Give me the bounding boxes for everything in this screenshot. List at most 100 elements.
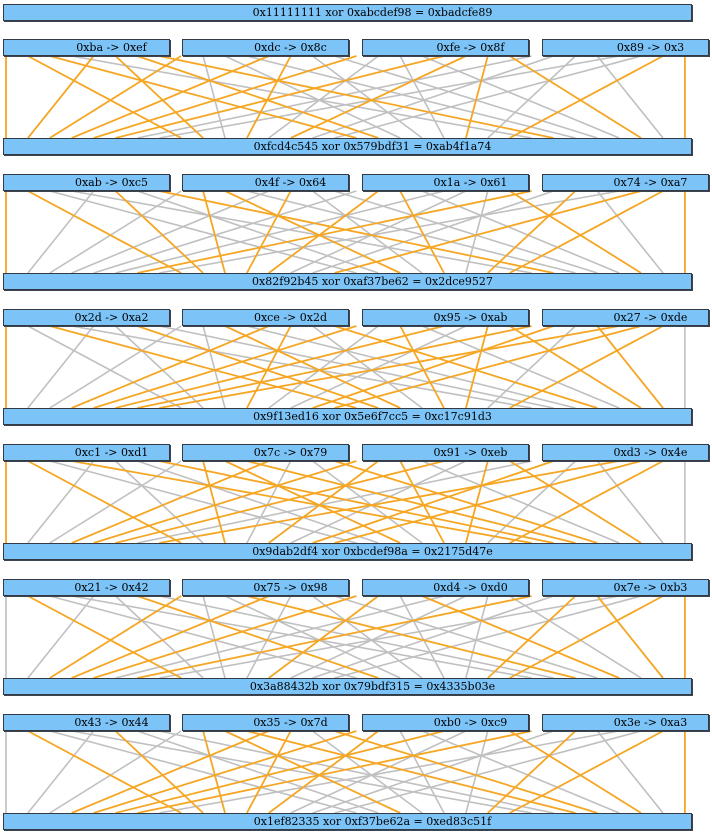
sbox-r1-3: 0xfe -> 0x8f [362, 39, 529, 56]
wire-r2-6 [137, 190, 379, 274]
wire-r6-12 [71, 730, 270, 814]
wire-r1-26 [487, 55, 576, 139]
wire-r1-18 [399, 55, 445, 139]
sbox-r5-2: 0x75 -> 0x98 [182, 579, 349, 596]
wire-r1-29 [334, 55, 642, 139]
wire-r3-13 [246, 325, 292, 409]
wire-r2-14 [312, 190, 423, 274]
sbox-r2-4: 0x74 -> 0xa7 [542, 174, 709, 191]
sbox-r4-3: 0x91 -> 0xeb [362, 444, 529, 461]
sbox-r2-1: 0xab -> 0xc5 [3, 174, 170, 191]
wire-r3-15 [334, 325, 598, 409]
wire-r2-21 [290, 190, 467, 274]
sbox-r6-2: 0x35 -> 0x7d [182, 714, 349, 731]
wire-r6-15 [334, 730, 598, 814]
wire-r5-10 [224, 595, 401, 679]
wire-r5-11 [246, 595, 576, 679]
wire-r5-21 [290, 595, 467, 679]
sbox-r1-2: 0xdc -> 0x8c [182, 39, 349, 56]
wire-r3-10 [224, 325, 401, 409]
wire-r2-30 [509, 190, 664, 274]
wire-r5-26 [487, 595, 577, 679]
sbox-r3-4: 0x27 -> 0xde [542, 309, 709, 326]
wire-r2-8 [49, 190, 182, 274]
wire-r3-5 [114, 325, 204, 409]
wire-r1-2 [49, 55, 357, 139]
wire-r6-21 [290, 730, 467, 814]
wire-r5-2 [49, 595, 357, 679]
sbox-r6-1: 0x43 -> 0x44 [3, 714, 170, 731]
wire-r6-11 [246, 730, 576, 814]
wire-r1-22 [465, 55, 489, 139]
wire-r1-27 [596, 55, 664, 139]
wire-r6-6 [137, 730, 379, 814]
sbox-r2-3: 0x1a -> 0x61 [362, 174, 529, 191]
wire-r1-12 [71, 55, 270, 139]
wire-r1-6 [137, 55, 379, 139]
wire-r3-19 [421, 325, 620, 409]
wire-r5-5 [114, 595, 204, 679]
wire-r3-17 [268, 325, 379, 409]
wire-r1-10 [224, 55, 401, 139]
wire-r5-7 [159, 595, 554, 679]
wire-r4-21 [290, 460, 467, 544]
wire-r4-19 [421, 460, 620, 544]
wire-r5-27 [596, 595, 664, 679]
round-4-xor-box: 0x9dab2df4 xor 0xbcdef98a = 0x2175d47e [3, 543, 692, 560]
wire-r1-1 [27, 55, 182, 139]
wire-r6-29 [334, 730, 642, 814]
sbox-r5-4: 0x7e -> 0xb3 [542, 579, 709, 596]
wire-r5-22 [465, 595, 489, 679]
wire-r4-10 [224, 460, 401, 544]
wire-r2-11 [246, 190, 576, 274]
sbox-r1-4: 0x89 -> 0x3 [542, 39, 709, 56]
wire-r2-20 [115, 190, 445, 274]
wire-r5-28 [159, 595, 620, 679]
wire-r6-19 [421, 730, 620, 814]
wire-r4-27 [596, 460, 664, 544]
wire-r3-28 [159, 325, 620, 409]
wire-r2-13 [246, 190, 292, 274]
wire-r1-3 [71, 55, 532, 139]
wire-r2-15 [334, 190, 598, 274]
wire-r6-18 [399, 730, 445, 814]
wire-r2-27 [596, 190, 664, 274]
wire-r3-16 [93, 325, 357, 409]
wire-r2-25 [312, 190, 554, 274]
wire-r5-18 [399, 595, 445, 679]
wire-r2-9 [202, 190, 226, 274]
wire-r3-26 [487, 325, 576, 409]
wire-r1-5 [114, 55, 204, 139]
round-6-xor-box: 0x1ef82335 xor 0xf37be62a = 0xed83c51f [3, 813, 692, 830]
wire-r3-14 [312, 325, 423, 409]
sbox-r4-1: 0xc1 -> 0xd1 [3, 444, 170, 461]
wire-r3-20 [115, 325, 445, 409]
wire-r1-8 [49, 55, 182, 139]
wire-r3-18 [399, 325, 445, 409]
wire-r6-3 [71, 730, 532, 814]
sbox-r1-1: 0xba -> 0xef [3, 39, 170, 56]
wire-r2-4 [27, 190, 95, 274]
wire-r1-19 [421, 55, 620, 139]
wire-r6-16 [93, 730, 357, 814]
wire-r3-8 [49, 325, 182, 409]
wire-r3-7 [159, 325, 554, 409]
wire-r3-22 [465, 325, 489, 409]
sbox-r6-4: 0x3e -> 0xa3 [542, 714, 709, 731]
wire-r2-5 [114, 190, 204, 274]
wire-r1-21 [290, 55, 467, 139]
round-1-xor-box: 0xfcd4c545 xor 0x579bdf31 = 0xab4f1a74 [3, 138, 692, 155]
wire-r4-26 [487, 460, 576, 544]
wire-r3-25 [312, 325, 554, 409]
wire-r2-26 [487, 190, 577, 274]
wire-r2-29 [334, 190, 642, 274]
wire-r1-28 [159, 55, 620, 139]
wire-r1-20 [115, 55, 445, 139]
wire-r6-28 [159, 730, 620, 814]
wire-r4-20 [115, 460, 445, 544]
wire-r4-29 [334, 460, 642, 544]
wire-r6-27 [596, 730, 664, 814]
wire-r1-25 [312, 55, 554, 139]
wire-r4-1 [27, 460, 182, 544]
